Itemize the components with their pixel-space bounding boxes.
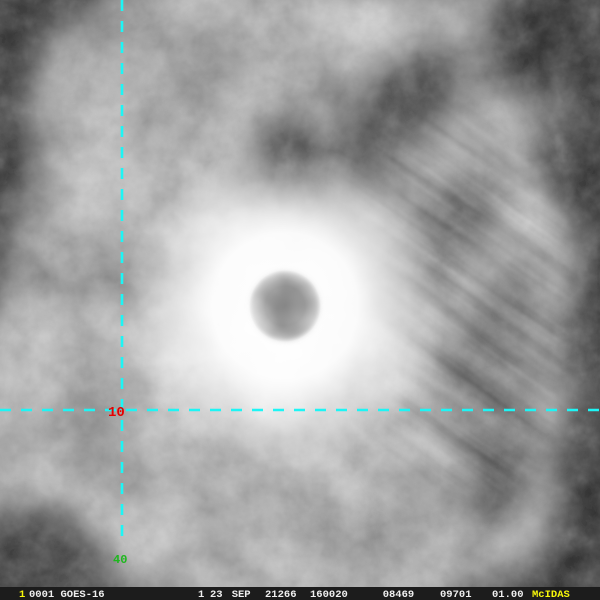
svg-text:08469: 08469	[383, 589, 415, 600]
svg-text:160020: 160020	[310, 589, 348, 600]
svg-text:23: 23	[210, 589, 223, 600]
svg-text:10: 10	[108, 405, 125, 421]
svg-text:McIDAS: McIDAS	[532, 589, 570, 600]
svg-text:01.00: 01.00	[492, 589, 524, 600]
svg-text:SEP: SEP	[232, 589, 251, 600]
svg-text:1: 1	[19, 589, 25, 600]
svg-text:09701: 09701	[440, 589, 472, 600]
svg-text:21266: 21266	[265, 589, 297, 600]
svg-text:1: 1	[198, 589, 204, 600]
svg-text:0001 GOES-16: 0001 GOES-16	[29, 589, 105, 600]
svg-text:40: 40	[113, 553, 127, 567]
